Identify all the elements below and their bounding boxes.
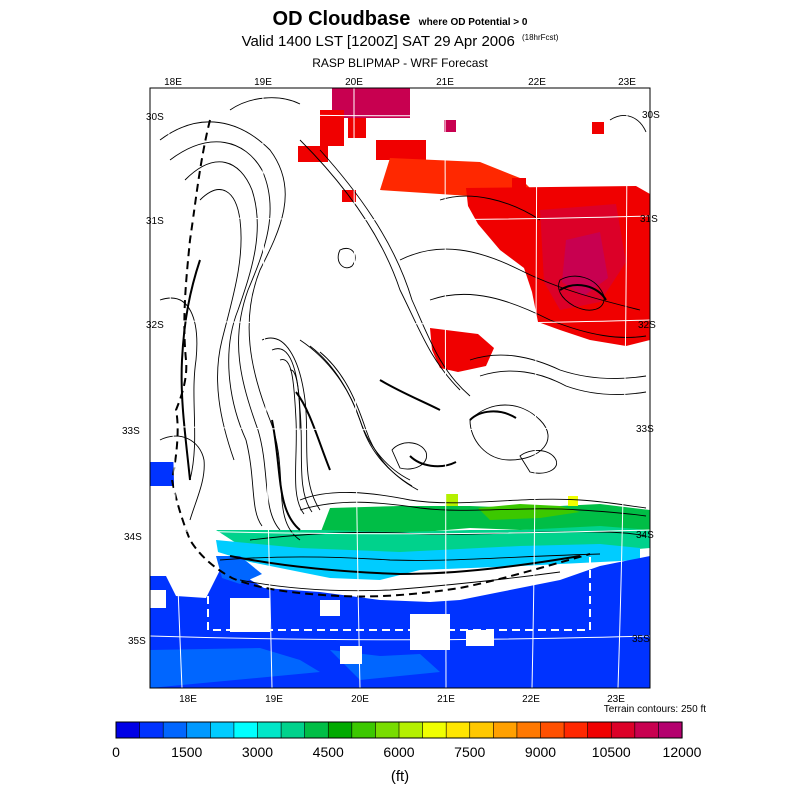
fill-region [478,504,580,520]
color-scale-cell [469,721,494,739]
color-scale-cell [139,721,164,739]
color-scale-cell [304,721,329,739]
lat-label-right: 32S [638,320,656,331]
color-scale-tick: 1500 [171,744,203,760]
color-scale-cell [375,721,400,739]
fill-region [376,140,426,160]
lon-label-top: 18E [164,77,182,88]
color-scale-cell [587,721,612,739]
fill-region [216,556,262,584]
color-scale-cell [327,721,353,739]
source-line: RASP BLIPMAP - WRF Forecast [312,56,488,70]
lat-label-left: 30S [146,112,164,123]
color-scale-cell [634,721,660,739]
terrain-contour-note: Terrain contours: 250 ft [603,704,706,715]
lon-label-top: 21E [436,77,454,88]
map-frame [149,87,651,689]
color-scale-cell [398,721,424,739]
fill-region [380,158,530,196]
color-scale-tick: 3000 [241,744,274,760]
color-scale-tick: 9000 [524,744,557,760]
inner-boundary-dashed [207,556,591,631]
fill-region [150,462,174,486]
color-scale-cell [115,721,141,739]
color-scale-cell [210,721,235,739]
title-main: OD Cloudbase [272,8,411,30]
lat-label-right: 31S [640,214,658,225]
color-scale-tick: 7500 [454,744,486,760]
fill-region [568,496,578,506]
color-scale-tick: 10500 [591,744,631,760]
fill-gap [150,552,166,572]
color-scale-cell [280,721,306,739]
fill-region [332,88,410,118]
lon-label-top: 19E [254,77,272,88]
lon-label-top: 23E [618,77,636,88]
color-scale-cell [540,721,565,739]
color-scale-cell [493,721,518,739]
lat-label-left: 32S [146,320,164,331]
lon-label-bottom: 23E [607,694,625,705]
lon-label-bottom: 22E [522,694,540,705]
lon-label-bottom: 21E [437,694,455,705]
lat-label-left: 31S [146,216,164,227]
color-scale-cell [233,721,259,739]
fill-region [592,122,604,134]
fill-gap [320,600,340,616]
lat-label-left: 35S [128,636,146,647]
lon-label-top: 20E [345,77,363,88]
forecast-hour: (18hrFcst) [521,33,559,42]
fill-region [562,232,608,296]
axis-labels: 18E 19E 20E 21E 22E 23E 18E 19E 20E 21E … [122,77,660,705]
color-scale-cell [516,721,542,739]
lon-label-bottom: 18E [179,694,197,705]
lon-label-bottom: 19E [265,694,283,705]
fill-region [512,178,526,190]
lat-label-right: 35S [632,634,650,645]
color-scale-cell [610,721,636,739]
lon-label-bottom: 20E [351,694,369,705]
fill-region [430,328,494,372]
fill-gap [230,598,270,632]
fill-gap [410,614,450,650]
color-scale-tick: 4500 [312,744,344,760]
color-scale-cell [445,721,471,739]
color-scale-cells [115,721,683,739]
color-scale-units: (ft) [390,768,410,785]
lon-label-top: 22E [528,77,546,88]
color-scale-cell [186,721,211,739]
graticule [149,87,651,689]
fill-region [444,120,456,132]
color-scale-cell [563,721,589,739]
valid-time: Valid 1400 LST [1200Z] SAT 29 Apr 2006 [241,33,515,50]
color-scale-cell [658,721,683,739]
color-scale-tick: 6000 [383,744,415,760]
color-scale-tick: 12000 [662,744,702,760]
color-scale-cell [351,721,377,739]
fill-region [348,118,366,138]
lat-label-left: 34S [124,532,142,543]
fill-gap [466,630,494,646]
fill-region [150,648,320,688]
valid-time-line: Valid 1400 LST [1200Z] SAT 29 Apr 2006 (… [0,33,800,50]
color-scale-cell [162,721,188,739]
fill-gap [150,590,166,608]
title-condition: where OD Potential > 0 [418,17,528,28]
lat-label-right: 34S [636,530,654,541]
lat-label-right: 30S [642,110,660,121]
coastline-dashed [170,119,591,598]
color-scale-tick: 0 [112,744,120,760]
terrain-contours-major [180,259,607,576]
color-scale-cell [422,721,447,739]
fill-gap [340,646,362,664]
color-scale-cell [257,721,282,739]
color-scale-frame [115,721,683,739]
lat-label-right: 33S [636,424,654,435]
chart-title: OD Cloudbase where OD Potential > 0 [0,8,800,31]
lat-label-left: 33S [122,426,140,437]
